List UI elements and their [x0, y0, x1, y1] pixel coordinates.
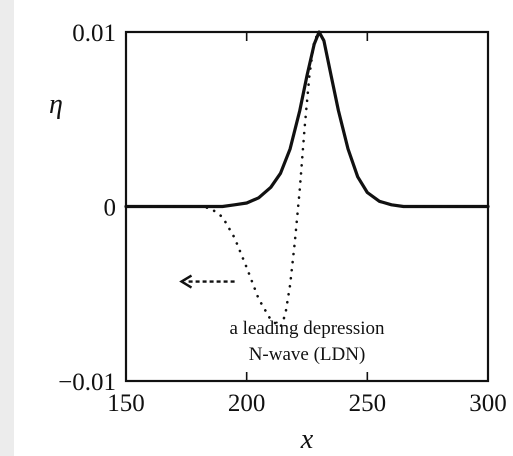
direction-arrow-head [179, 274, 193, 289]
annotation-text: a leading depression [229, 318, 385, 339]
y-tick-label: 0 [104, 195, 117, 222]
x-tick-label: 250 [349, 390, 387, 417]
x-tick-label: 200 [228, 390, 266, 417]
y-axis-label: η [49, 89, 63, 120]
y-tick-label: 0.01 [72, 20, 116, 47]
plot-marks [124, 30, 490, 329]
ldn-wave-chart: 150 200 250 300 −0.01 0 0.01 a leading depress… [49, 20, 507, 455]
series-line-dotted [124, 30, 490, 329]
annotations: a leading depression N-wave (LDN) [179, 274, 385, 365]
series-line-solid [124, 30, 490, 209]
x-tick-label: 150 [107, 390, 145, 417]
y-tick-label: −0.01 [58, 369, 116, 396]
axis-ticks: 150 200 250 300 −0.01 0 0.01 [58, 20, 507, 417]
annotation-text: N-wave (LDN) [249, 344, 366, 365]
x-tick-label: 300 [469, 390, 507, 417]
x-axis-label: x [300, 424, 314, 455]
figure-panel: 150 200 250 300 −0.01 0 0.01 a leading depress… [14, 0, 513, 456]
